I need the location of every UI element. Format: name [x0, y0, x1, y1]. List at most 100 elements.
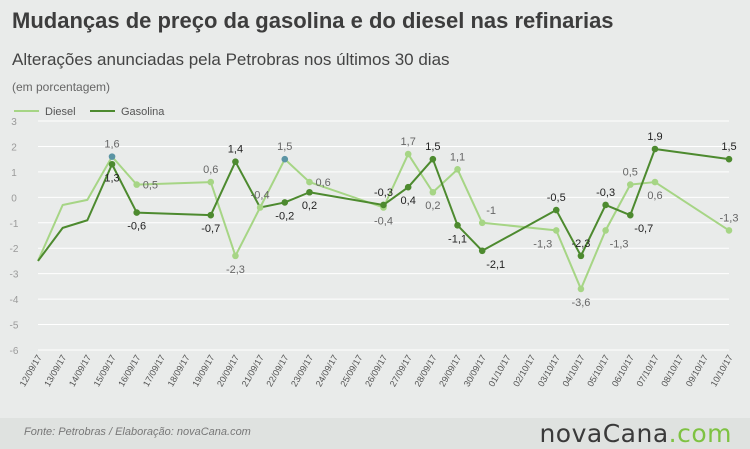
data-label: 0,2	[302, 200, 317, 212]
x-tick-label: 29/09/17	[437, 353, 463, 388]
data-point	[380, 201, 387, 209]
y-tick-label: 3	[11, 117, 17, 128]
data-label: 1,5	[721, 141, 736, 153]
x-tick-label: 28/09/17	[412, 353, 438, 388]
x-tick-label: 20/09/17	[215, 353, 241, 388]
data-point	[404, 150, 412, 158]
x-tick-label: 30/09/17	[462, 353, 488, 388]
data-label: 1,5	[425, 141, 440, 153]
data-point	[725, 155, 733, 163]
data-point	[454, 166, 461, 173]
x-tick-label: 19/09/17	[190, 353, 216, 388]
data-label: -0,3	[596, 187, 615, 199]
x-tick-label: 01/10/17	[486, 353, 512, 388]
data-point	[429, 188, 437, 196]
y-tick-label: -2	[10, 244, 19, 255]
data-label: 1,5	[277, 141, 292, 153]
x-tick-label: 18/09/17	[166, 353, 192, 388]
data-point	[552, 227, 560, 234]
chart-subtitle: Alterações anunciadas pela Petrobras nos…	[12, 50, 450, 69]
x-tick-label: 26/09/17	[363, 353, 389, 388]
x-tick-label: 23/09/17	[289, 353, 315, 388]
data-label: -0,2	[275, 210, 294, 222]
data-label: 0,6	[203, 164, 218, 176]
unit-label: (em porcentagem)	[12, 80, 111, 94]
brand-logo: novaCana.com	[539, 419, 732, 448]
x-tick-label: 06/10/17	[610, 353, 636, 388]
data-label: 1,3	[104, 172, 119, 184]
x-tick-label: 21/09/17	[240, 353, 266, 388]
data-point	[281, 199, 289, 206]
x-tick-label: 14/09/17	[67, 353, 93, 388]
data-label: 0,6	[315, 177, 330, 189]
y-tick-label: 1	[11, 168, 17, 179]
x-tick-label: 03/10/17	[536, 353, 562, 388]
data-label: 1,9	[647, 131, 662, 143]
data-point	[725, 227, 733, 234]
x-tick-label: 13/09/17	[42, 353, 68, 388]
x-tick-label: 22/09/17	[264, 353, 290, 388]
data-label: 0,5	[143, 180, 158, 192]
data-label: -1	[486, 205, 496, 217]
x-tick-label: 24/09/17	[314, 353, 340, 388]
y-tick-label: -4	[10, 295, 19, 306]
data-point	[478, 247, 486, 255]
line-chart: 3 2 1 0 -1 -2 -3 -4 -5 -612/09/1713/09/1714/09/17…	[10, 106, 739, 388]
source-note: Fonte: Petrobras / Elaboração: novaCana.…	[24, 426, 251, 438]
data-point	[454, 222, 461, 229]
legend-label: Diesel	[45, 106, 76, 118]
data-label: 1,6	[104, 139, 119, 151]
y-tick-label: 0	[11, 193, 17, 204]
y-tick-label: -5	[10, 321, 19, 332]
data-label: -2,1	[486, 259, 505, 271]
data-point	[577, 252, 585, 260]
data-label: -0,4	[251, 190, 270, 202]
x-tick-label: 05/10/17	[585, 353, 611, 388]
x-tick-label: 12/09/17	[18, 353, 44, 388]
data-label: -1,3	[533, 238, 552, 250]
data-label: -0,6	[127, 221, 146, 233]
x-tick-label: 25/09/17	[338, 353, 364, 388]
data-label: 1,7	[401, 136, 416, 148]
x-tick-label: 08/10/17	[659, 353, 685, 388]
x-tick-label: 02/10/17	[511, 353, 537, 388]
brand-suffix: .com	[668, 419, 732, 448]
data-point	[256, 204, 264, 211]
data-label: -2,3	[571, 238, 590, 250]
data-point	[651, 178, 659, 186]
data-label: -2,3	[226, 264, 245, 276]
data-label: -1,3	[720, 212, 739, 224]
data-point	[108, 160, 116, 168]
y-tick-label: -3	[10, 270, 19, 281]
data-point	[281, 155, 289, 163]
data-label: -0,3	[374, 187, 393, 199]
data-point	[133, 209, 141, 216]
x-tick-label: 16/09/17	[116, 353, 142, 388]
data-label: -0,7	[634, 223, 653, 235]
data-point	[626, 211, 634, 219]
x-tick-label: 09/10/17	[684, 353, 710, 388]
data-point	[602, 201, 609, 209]
data-label: -0,4	[374, 216, 393, 228]
data-label: 1,4	[228, 144, 243, 156]
data-label: -0,7	[201, 223, 220, 235]
data-label: -1,1	[448, 233, 467, 245]
y-tick-label: -1	[10, 219, 19, 230]
data-point	[207, 178, 215, 186]
data-point	[306, 188, 313, 196]
x-tick-label: 17/09/17	[141, 353, 167, 388]
x-tick-label: 04/10/17	[560, 353, 586, 388]
legend-label: Gasolina	[121, 106, 165, 118]
data-label: 1,1	[450, 151, 465, 163]
data-point	[626, 181, 634, 188]
footer: Fonte: Petrobras / Elaboração: novaCana.…	[0, 418, 750, 449]
data-point	[306, 178, 313, 186]
data-label: 0,6	[647, 190, 662, 202]
data-point	[108, 153, 116, 160]
data-label: -1,3	[610, 238, 629, 250]
data-label: 0,5	[623, 167, 638, 179]
y-tick-label: 2	[11, 142, 17, 153]
data-point	[133, 181, 141, 188]
data-label: 0,2	[425, 200, 440, 212]
data-point	[577, 285, 585, 293]
